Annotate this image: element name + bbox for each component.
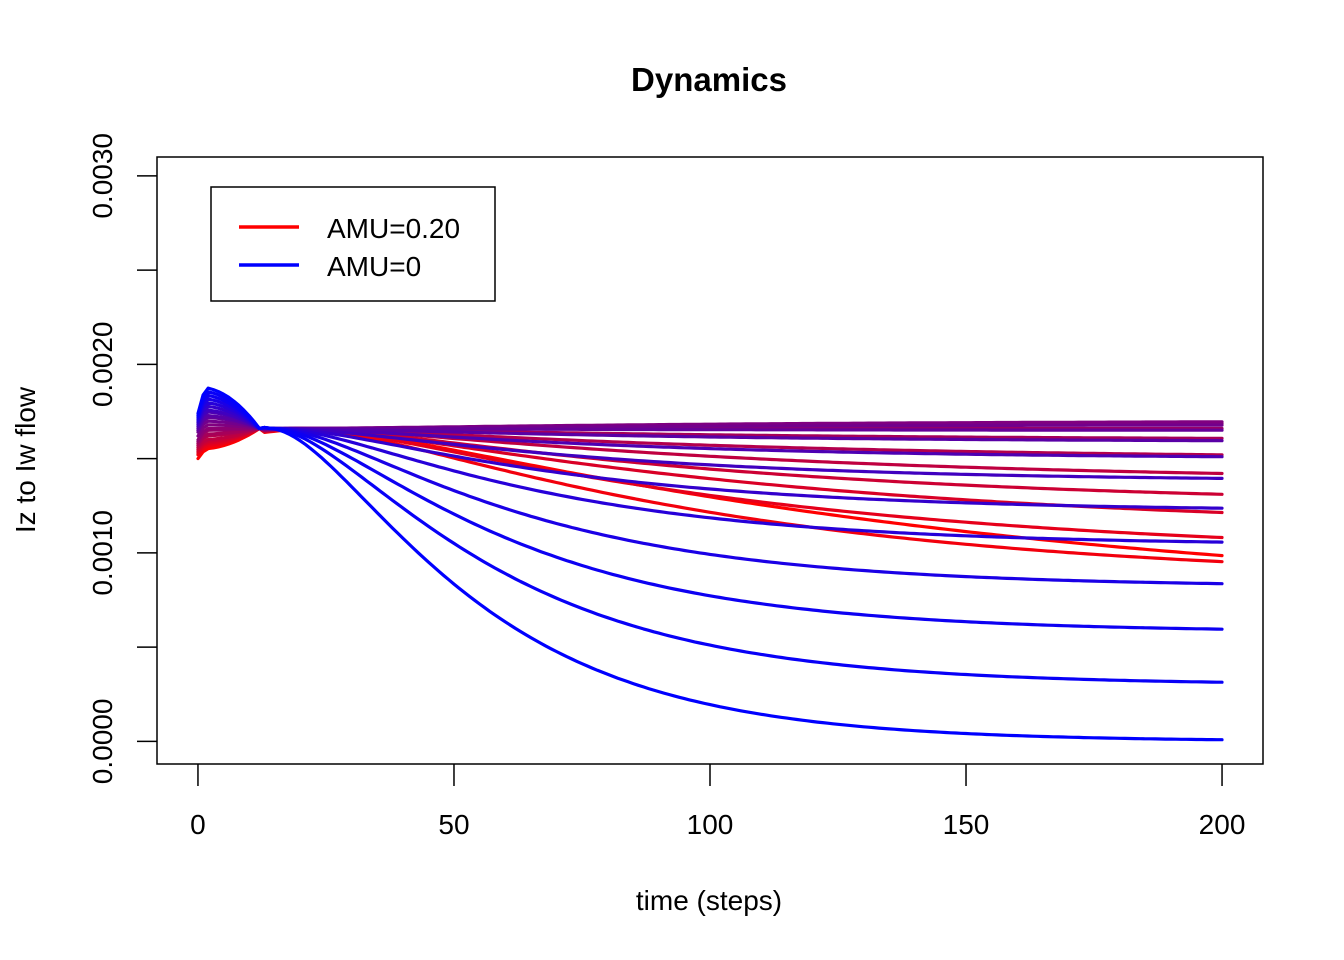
- series-line: [196, 404, 1224, 510]
- series-line: [196, 408, 1224, 480]
- series-line: [196, 401, 1224, 544]
- y-tick-label: 0.0010: [87, 510, 118, 596]
- legend-box: [210, 186, 496, 302]
- y-tick-label: 0.0030: [87, 133, 118, 219]
- x-tick-label: 0: [190, 809, 206, 840]
- series-line: [196, 386, 1224, 742]
- series-line: [196, 393, 1224, 631]
- legend: AMU=0.20 AMU=0: [210, 186, 496, 302]
- series-line: [196, 390, 1224, 684]
- chart-title: Dynamics: [631, 61, 787, 98]
- series-line: [196, 426, 1224, 564]
- x-tick-label: 150: [943, 809, 990, 840]
- series-layer: [196, 386, 1224, 742]
- y-tick-label: 0.0020: [87, 322, 118, 408]
- x-axis: 0 50 100 150 200: [190, 764, 1245, 840]
- x-axis-title: time (steps): [636, 885, 782, 916]
- series-line: [196, 414, 1224, 443]
- x-tick-label: 50: [438, 809, 469, 840]
- x-tick-label: 200: [1199, 809, 1246, 840]
- y-axis: 0.0000 0.0010 0.0020 0.0030: [87, 133, 157, 784]
- legend-label-amu-0: AMU=0: [327, 251, 421, 282]
- x-tick-label: 100: [687, 809, 734, 840]
- y-tick-label: 0.0000: [87, 699, 118, 785]
- y-axis-title: Iz to Iw flow: [10, 386, 41, 533]
- legend-label-amu-020: AMU=0.20: [327, 213, 460, 244]
- series-line: [196, 397, 1224, 586]
- series-line: [196, 410, 1224, 459]
